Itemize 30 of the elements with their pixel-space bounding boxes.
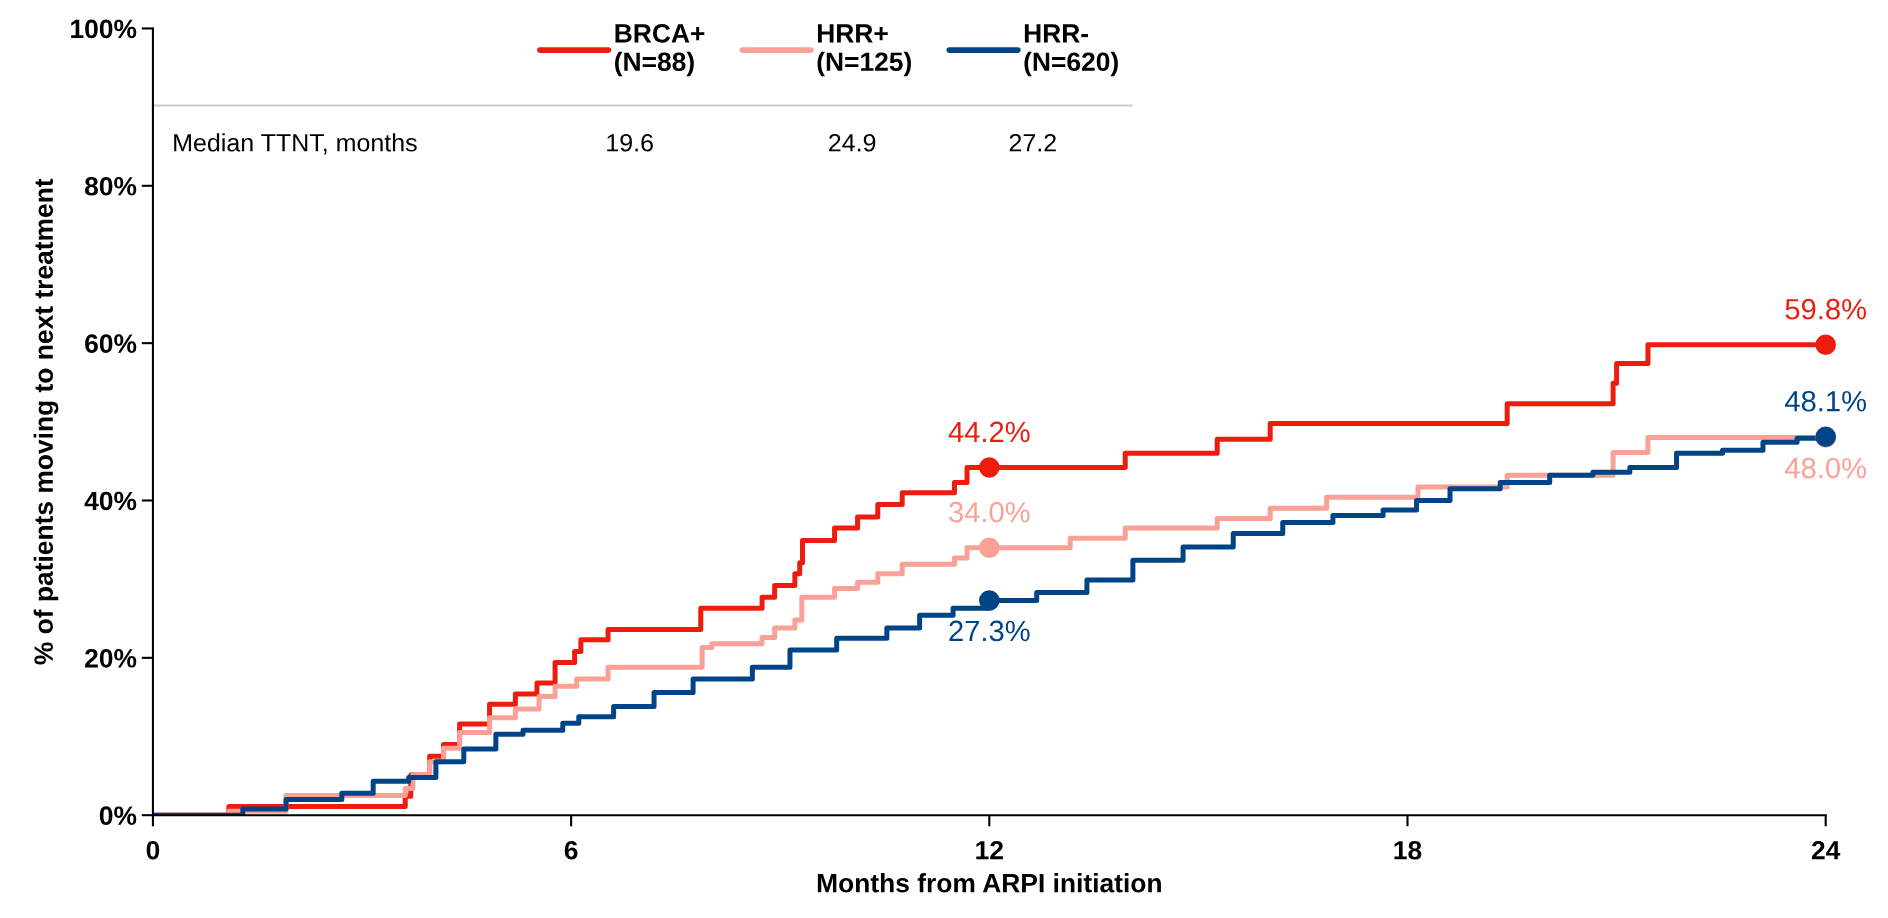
data-label: 27.3%: [949, 620, 1030, 642]
y-tick-label: 100%: [71, 19, 137, 39]
x-axis-title: Months from ARPI initiation: [817, 873, 1161, 893]
y-axis-title: % of patients moving to next treatment: [33, 178, 59, 665]
legend-label: BRCA+ (N=88): [615, 23, 705, 77]
y-tick-label: 20%: [85, 648, 137, 668]
x-tick-label: 24: [1811, 840, 1841, 860]
point: [1815, 334, 1836, 355]
x-tick-label: 6: [564, 840, 578, 860]
annotation: 27.2: [1009, 133, 1056, 152]
point: [979, 590, 1000, 611]
data-label: 59.8%: [1785, 298, 1867, 320]
data-label: 34.0%: [949, 501, 1030, 523]
x-tick-label: 0: [146, 840, 160, 860]
annotation: 24.9: [829, 133, 876, 152]
y-tick-label: 0%: [99, 806, 137, 826]
point: [979, 457, 1000, 478]
x-tick-label: 18: [1394, 840, 1422, 860]
legend-label: HRR- (N=620): [1024, 24, 1118, 77]
data-label: 48.1%: [1785, 390, 1867, 412]
y-tick-label: 80%: [84, 176, 137, 196]
annotation: Median TTNT, months: [174, 133, 417, 155]
data-label: 48.0%: [1785, 457, 1867, 479]
y-tick-label: 60%: [85, 334, 137, 353]
data-label: 44.2%: [948, 421, 1030, 443]
point: [979, 537, 1000, 558]
legend-label: HRR+ (N=125): [817, 24, 911, 77]
annotation: 19.6: [607, 133, 653, 152]
y-tick-label: 40%: [84, 491, 137, 511]
x-tick-label: 12: [976, 840, 1003, 860]
